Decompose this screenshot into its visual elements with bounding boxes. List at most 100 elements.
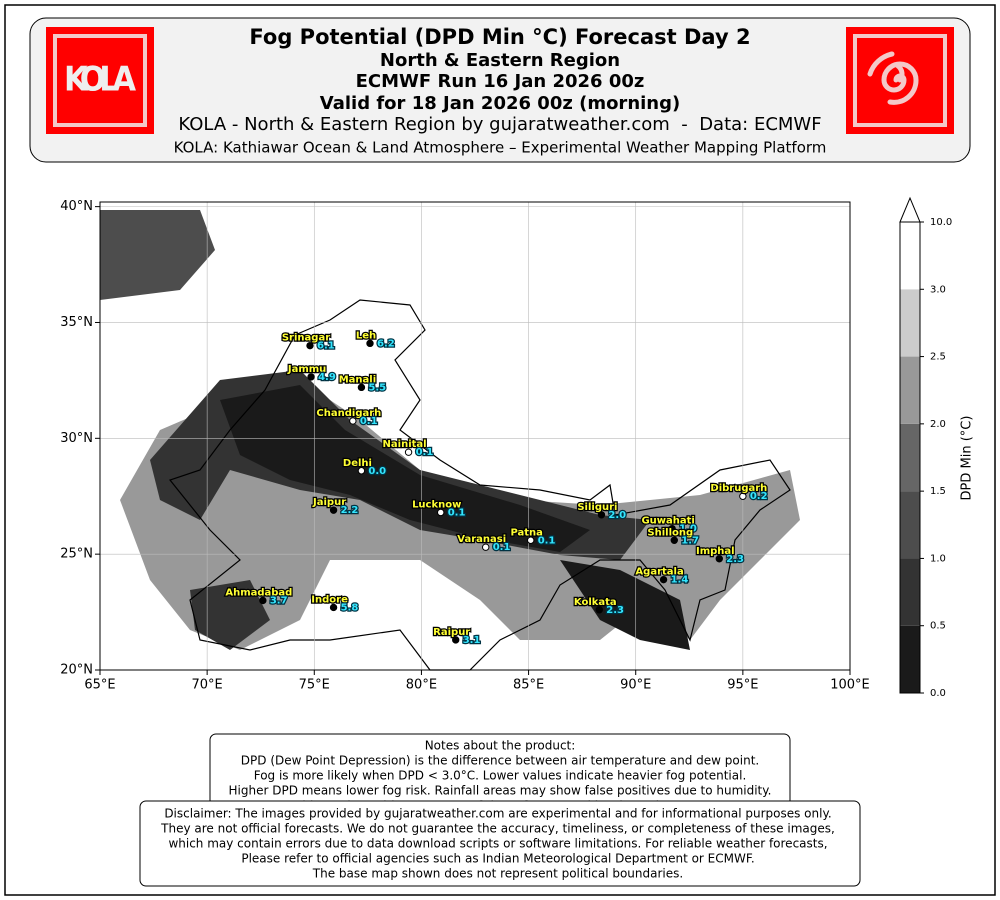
colorbar-frame — [899, 221, 921, 694]
y-tick-label: 35°N — [60, 315, 93, 330]
disclaimer-box — [139, 800, 861, 887]
city-value: 0.1 — [448, 507, 466, 518]
y-tick-label: 25°N — [60, 547, 93, 562]
colorbar-tick-label: 0.0 — [930, 688, 946, 699]
city-name: Leh — [356, 330, 376, 341]
colorbar-tick-label: 10.0 — [930, 217, 952, 228]
city-value: 6.2 — [377, 338, 395, 349]
city-value: 3.7 — [270, 595, 288, 606]
city-name: Manali — [339, 374, 376, 385]
city-dot — [307, 373, 315, 381]
x-tick-label: 70°E — [192, 678, 223, 693]
city-dot — [597, 511, 606, 519]
colorbar-segment — [900, 625, 920, 693]
colorbar-segment — [900, 222, 920, 290]
colorbar-segment — [900, 289, 920, 357]
city-name: Varanasi — [457, 534, 506, 545]
colorbar-tick-label: 2.5 — [930, 352, 946, 363]
city-dot — [670, 536, 678, 544]
city-value: 0.1 — [493, 542, 511, 553]
city-name: Raipur — [433, 627, 470, 638]
city-dot — [452, 636, 460, 644]
city-dot — [437, 508, 445, 517]
city-value: 0.1 — [538, 535, 556, 546]
city-dot — [366, 339, 374, 348]
note-line: Higher DPD means lower fog risk. Rainfal… — [229, 784, 772, 798]
header-box — [29, 17, 971, 163]
city-name: Dibrugarh — [710, 483, 767, 494]
disclaimer-line: Please refer to official agencies such a… — [241, 852, 754, 866]
colorbar-segment — [900, 356, 920, 424]
city-dot — [306, 341, 314, 350]
note-line: DPD (Dew Point Depression) is the differ… — [241, 754, 759, 768]
y-tick-label: 20°N — [60, 663, 93, 678]
logo-right — [846, 27, 954, 134]
city-value: 2.0 — [608, 510, 626, 521]
x-tick-label: 85°E — [513, 678, 544, 693]
colorbar: DPD Min (°C) 0.0 0.5 1.0 1.5 2.0 2.5 3.0 10.0 — [899, 196, 975, 699]
city-name: Ahmadabad — [225, 587, 292, 598]
x-tick-label: 90°E — [620, 678, 651, 693]
city-value: 2.3 — [606, 605, 624, 616]
city-value: 2.2 — [341, 505, 359, 516]
y-tick-label: 30°N — [60, 431, 93, 446]
colorbar-segment — [900, 558, 920, 626]
x-tick-label: 100°E — [830, 678, 870, 693]
city-name: Jammu — [287, 364, 326, 375]
city-name: Guwahati — [641, 516, 694, 527]
disclaimer-line: The base map shown does not represent po… — [312, 867, 683, 881]
city-dot — [715, 555, 723, 563]
colorbar-tick-label: 3.0 — [930, 284, 946, 295]
colorbar-tick-label: 1.5 — [930, 486, 946, 497]
city-dot — [595, 606, 603, 614]
x-tick-label: 75°E — [299, 678, 330, 693]
map-frame — [99, 201, 851, 671]
city-value: 5.5 — [368, 382, 386, 393]
city-name: Kolkata — [574, 597, 617, 608]
city-value: 0.2 — [750, 491, 768, 502]
city-value: 3.1 — [463, 635, 481, 646]
city-dot — [739, 492, 747, 500]
city-value: 2.3 — [726, 554, 744, 565]
city-name: Imphal — [696, 546, 735, 557]
city-dot — [357, 467, 366, 475]
city-name: Srinagar — [282, 333, 330, 344]
city-dot — [482, 543, 490, 551]
city-name: Chandigarh — [316, 408, 381, 419]
x-tick-label: 65°E — [84, 678, 115, 693]
city-value: 1.0 — [679, 524, 697, 535]
y-tick-label: 40°N — [60, 199, 93, 214]
border-outline — [168, 299, 791, 671]
header-line: North & Eastern Region — [380, 50, 620, 71]
map: 65°E 70°E 75°E 80°E 85°E 90°E 95°E 100°E 20°N 25°… — [60, 199, 870, 692]
city-value: 0.1 — [360, 416, 378, 427]
fog-field — [100, 210, 800, 650]
city-value: 4.9 — [318, 372, 336, 383]
city-dot — [329, 506, 338, 514]
colorbar-tick-label: 1.0 — [930, 553, 946, 564]
city-dot — [668, 524, 676, 533]
city-name: Indore — [311, 594, 348, 605]
city-value: 6.1 — [317, 341, 335, 352]
disclaimer-line: Disclaimer: The images provided by gujar… — [164, 807, 831, 821]
colorbar-label: DPD Min (°C) — [960, 416, 975, 501]
city-dot — [357, 383, 366, 392]
city-name: Patna — [510, 527, 542, 538]
x-tick-label: 95°E — [727, 678, 758, 693]
city-value: 0.1 — [416, 447, 434, 458]
colorbar-tick-label: 2.0 — [930, 419, 946, 430]
x-tick-label: 80°E — [406, 678, 437, 693]
city-dot — [527, 536, 535, 544]
city-dot — [349, 417, 357, 425]
disclaimer-line: which may contain errors due to data dow… — [168, 837, 827, 851]
note-line: Notes about the product: — [425, 739, 576, 753]
city-value: 1.4 — [671, 575, 689, 586]
header-line: ECMWF Run 16 Jan 2026 00z — [356, 71, 645, 92]
city-name: Siliguri — [577, 502, 617, 513]
credit: KOLA - North & Eastern Region by gujarat… — [178, 114, 821, 135]
logo-text: KOLA — [64, 60, 136, 100]
city-dot — [404, 448, 413, 456]
colorbar-segment — [900, 423, 920, 492]
subtitle: KOLA: Kathiawar Ocean & Land Atmosphere … — [174, 139, 827, 157]
